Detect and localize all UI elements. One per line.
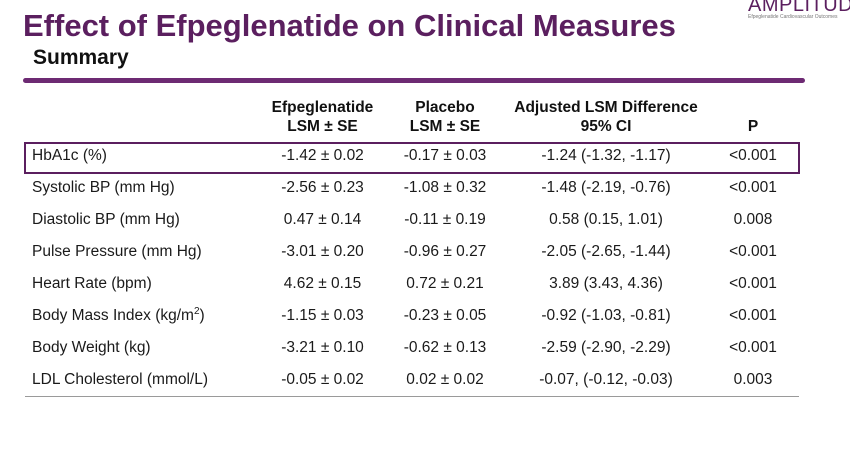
placebo-cell: -0.62 ± 0.13 — [403, 339, 487, 356]
efpeglenatide-cell: 0.47 ± 0.14 — [283, 211, 362, 228]
difference-cell: -0.07, (-0.12, -0.03) — [505, 364, 707, 397]
placebo-cell: -0.23 ± 0.05 — [403, 307, 487, 324]
placebo-cell: 0.72 ± 0.21 — [406, 275, 484, 292]
difference-cell: 0.58 (0.15, 1.01) — [549, 211, 663, 228]
page-title: Effect of Efpeglenatide on Clinical Meas… — [23, 8, 676, 43]
measure-superscript: 2 — [193, 305, 200, 317]
clinical-measures-table: Efpeglenatide LSM ± SE Placebo LSM ± SE … — [25, 98, 799, 397]
table-row: LDL Cholesterol (mmol/L) -0.05 ± 0.02 0.… — [25, 364, 799, 397]
measure-cell: LDL Cholesterol (mmol/L) — [25, 364, 260, 397]
table-row: Body Mass Index (kg/m2) -1.15 ± 0.03 -0.… — [25, 300, 799, 332]
difference-cell: -2.05 (-2.65, -1.44) — [541, 243, 671, 260]
header-difference-line2: 95% CI — [580, 118, 632, 135]
measure-suffix: ) — [199, 307, 205, 324]
header-placebo-line1: Placebo — [415, 99, 475, 116]
table-row: Diastolic BP (mm Hg) 0.47 ± 0.14 -0.11 ±… — [25, 204, 799, 236]
difference-cell: -0.92 (-1.03, -0.81) — [541, 307, 671, 324]
measure-cell: HbA1c (%) — [32, 147, 107, 164]
efpeglenatide-cell: -1.42 ± 0.02 — [281, 147, 364, 164]
p-value-cell: <0.001 — [729, 179, 777, 196]
table-row: Heart Rate (bpm) 4.62 ± 0.15 0.72 ± 0.21… — [25, 268, 799, 300]
difference-cell: -1.48 (-2.19, -0.76) — [541, 179, 671, 196]
header-efpeglenatide: Efpeglenatide LSM ± SE — [260, 98, 385, 140]
table-row: Systolic BP (mm Hg) -2.56 ± 0.23 -1.08 ±… — [25, 172, 799, 204]
efpeglenatide-cell: 4.62 ± 0.15 — [283, 275, 362, 292]
table-row: HbA1c (%) -1.42 ± 0.02 -0.17 ± 0.03 -1.2… — [25, 140, 799, 172]
p-value-cell: <0.001 — [729, 275, 777, 292]
title-divider — [23, 78, 805, 83]
p-value-cell: 0.003 — [707, 364, 799, 397]
logo-tagline: Efpeglenatide Cardiovascular Outcomes — [748, 14, 838, 20]
efpeglenatide-cell: -3.01 ± 0.20 — [281, 243, 364, 260]
p-value-cell: <0.001 — [729, 307, 777, 324]
header-difference: Adjusted LSM Difference 95% CI — [505, 98, 707, 140]
table-row: Body Weight (kg) -3.21 ± 0.10 -0.62 ± 0.… — [25, 332, 799, 364]
page-subtitle: Summary — [33, 46, 129, 69]
header-measure — [25, 98, 260, 140]
placebo-cell: -1.08 ± 0.32 — [403, 179, 487, 196]
measure-cell: Pulse Pressure (mm Hg) — [32, 243, 202, 260]
header-p-value: P — [707, 98, 799, 140]
table-body: HbA1c (%) -1.42 ± 0.02 -0.17 ± 0.03 -1.2… — [25, 140, 799, 397]
placebo-cell: -0.96 ± 0.27 — [403, 243, 487, 260]
measure-cell: Diastolic BP (mm Hg) — [32, 211, 180, 228]
difference-cell: 3.89 (3.43, 4.36) — [549, 275, 663, 292]
table-row: Pulse Pressure (mm Hg) -3.01 ± 0.20 -0.9… — [25, 236, 799, 268]
header-efpeglenatide-line1: Efpeglenatide — [271, 99, 374, 116]
header-row: Efpeglenatide LSM ± SE Placebo LSM ± SE … — [25, 98, 799, 140]
p-value-cell: <0.001 — [729, 243, 777, 260]
measure-cell: Heart Rate (bpm) — [32, 275, 152, 292]
placebo-cell: 0.02 ± 0.02 — [385, 364, 505, 397]
header-efpeglenatide-line2: LSM ± SE — [287, 118, 358, 135]
efpeglenatide-cell: -2.56 ± 0.23 — [281, 179, 364, 196]
difference-cell: -2.59 (-2.90, -2.29) — [541, 339, 671, 356]
table-header: Efpeglenatide LSM ± SE Placebo LSM ± SE … — [25, 98, 799, 140]
placebo-cell: -0.11 ± 0.19 — [404, 211, 486, 228]
difference-cell: -1.24 (-1.32, -1.17) — [541, 147, 671, 164]
header-difference-line1: Adjusted LSM Difference — [514, 99, 698, 116]
header-placebo: Placebo LSM ± SE — [385, 98, 505, 140]
efpeglenatide-cell: -3.21 ± 0.10 — [281, 339, 364, 356]
measure-text: Body Mass Index (kg/m — [32, 307, 194, 324]
measure-cell: Body Mass Index (kg/m2) — [25, 300, 260, 332]
p-value-cell: <0.001 — [729, 147, 777, 164]
efpeglenatide-cell: -0.05 ± 0.02 — [260, 364, 385, 397]
efpeglenatide-cell: -1.15 ± 0.03 — [281, 307, 364, 324]
measure-cell: Systolic BP (mm Hg) — [32, 179, 175, 196]
p-value-cell: <0.001 — [729, 339, 777, 356]
header-placebo-line2: LSM ± SE — [409, 118, 481, 135]
p-value-cell: 0.008 — [733, 211, 773, 228]
measure-cell: Body Weight (kg) — [32, 339, 151, 356]
placebo-cell: -0.17 ± 0.03 — [403, 147, 487, 164]
header-p-line1: P — [747, 118, 759, 135]
